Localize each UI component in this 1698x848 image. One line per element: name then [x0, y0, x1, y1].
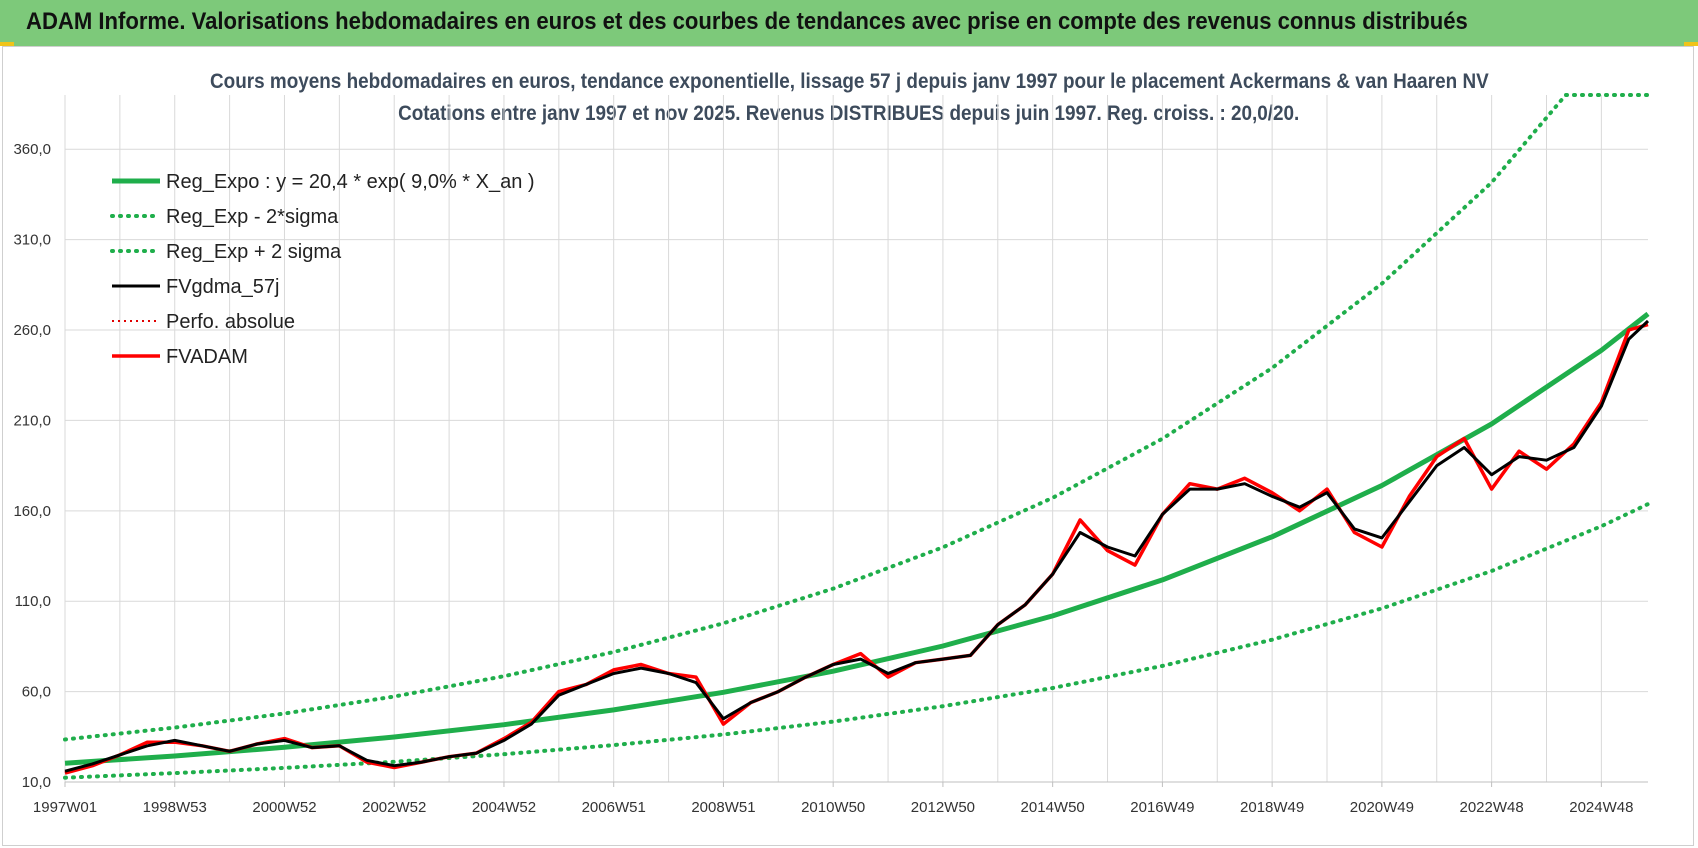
- chart-subtitle: Cotations entre janv 1997 et nov 2025. R…: [398, 102, 1300, 125]
- y-tick-label: 310,0: [13, 232, 51, 249]
- chart-frame: [2, 46, 1694, 846]
- x-tick-label: 2010W50: [801, 799, 865, 816]
- x-axis: 1997W01 1998W53 2000W52 2002W52 2004W52 2006W…: [33, 782, 1633, 816]
- grid: [64, 95, 1648, 783]
- page-title: ADAM Informe. Valorisations hebdomadaire…: [26, 8, 1468, 35]
- corner-mark-right: [1684, 42, 1698, 46]
- series-fvgdma-57j: [64, 319, 1650, 773]
- legend-label: Reg_Expo : y = 20,4 * exp( 9,0% * X_an ): [166, 171, 535, 193]
- legend: Reg_Expo : y = 20,4 * exp( 9,0% * X_an )…: [110, 171, 535, 368]
- x-tick-label: 1997W01: [33, 799, 97, 816]
- y-tick-label: 260,0: [13, 322, 51, 339]
- x-tick-label: 2004W52: [472, 799, 536, 816]
- chart-title: Cours moyens hebdomadaires en euros, ten…: [209, 70, 1489, 93]
- x-tick-label: 2012W50: [911, 799, 975, 816]
- legend-label: Perfo. absolue: [166, 311, 295, 333]
- series-reg-expo: [64, 311, 1650, 766]
- legend-label: FVADAM: [166, 346, 248, 368]
- y-tick-label: 360,0: [13, 141, 51, 158]
- x-tick-label: 2000W52: [252, 799, 316, 816]
- legend-label: Reg_Exp + 2 sigma: [166, 241, 342, 263]
- series-fvadam: [64, 322, 1649, 775]
- y-tick-label: 60,0: [22, 684, 51, 701]
- x-tick-label: 2016W49: [1130, 799, 1194, 816]
- corner-mark-left: [0, 42, 14, 46]
- x-tick-label: 2022W48: [1460, 799, 1524, 816]
- legend-label: Reg_Exp - 2*sigma: [166, 206, 339, 228]
- x-tick-label: 2002W52: [362, 799, 426, 816]
- x-tick-label: 2020W49: [1350, 799, 1414, 816]
- x-tick-label: 1998W53: [143, 799, 207, 816]
- series-area: [63, 93, 1650, 780]
- y-tick-label: 160,0: [13, 503, 51, 520]
- x-tick-label: 2014W50: [1021, 799, 1085, 816]
- series-reg-minus-2sigma: [63, 502, 1650, 780]
- series-perfo-absolue: [64, 323, 1649, 774]
- y-tick-label: 110,0: [15, 593, 51, 610]
- x-tick-label: 2018W49: [1240, 799, 1304, 816]
- x-tick-label: 2008W51: [691, 799, 755, 816]
- y-axis: 10,0 60,0 110,0 160,0 210,0 260,0 310,0 360,0: [13, 141, 51, 791]
- series-reg-plus-2sigma: [63, 93, 1650, 742]
- header-banner: ADAM Informe. Valorisations hebdomadaire…: [0, 0, 1698, 46]
- legend-label: FVgdma_57j: [166, 276, 279, 298]
- y-tick-label: 10,0: [22, 774, 51, 791]
- x-tick-label: 2024W48: [1569, 799, 1633, 816]
- x-tick-label: 2006W51: [582, 799, 646, 816]
- y-tick-label: 210,0: [13, 412, 51, 429]
